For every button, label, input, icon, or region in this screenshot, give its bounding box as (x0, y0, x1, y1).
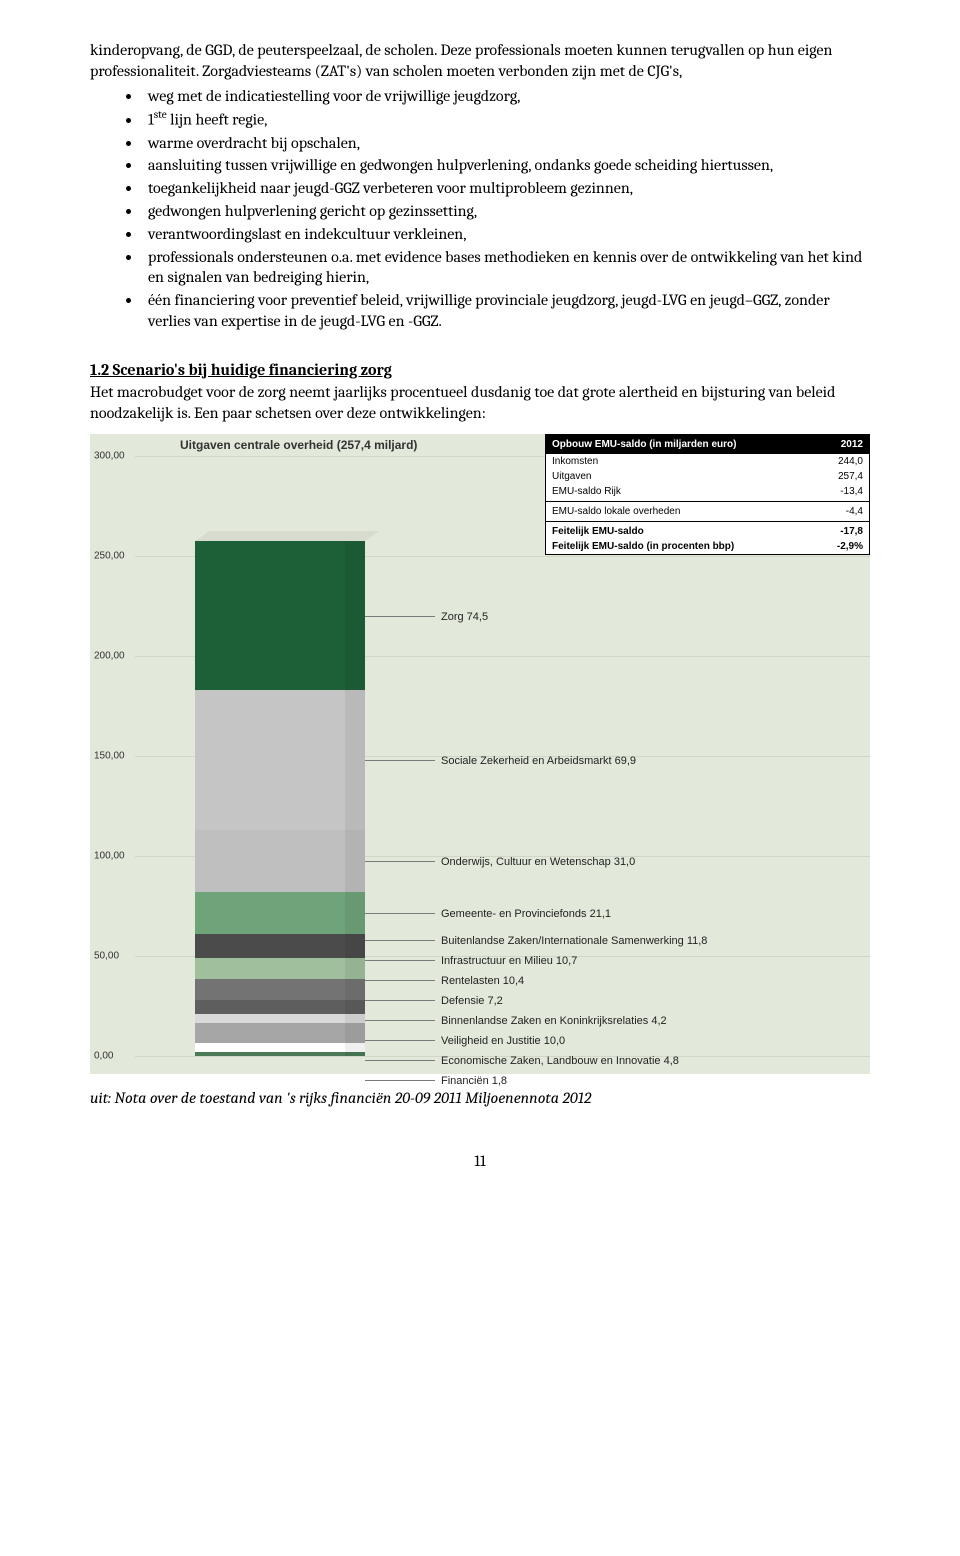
chart-title: Uitgaven centrale overheid (257,4 miljar… (180, 438, 417, 454)
bar-segment (195, 1000, 365, 1014)
bullet-item: één financiering voor preventief beleid,… (142, 290, 870, 332)
series-label: Economische Zaken, Landbouw en Innovatie… (441, 1054, 679, 1068)
emu-row: Feitelijk EMU-saldo-17,8 (546, 524, 869, 539)
emu-header-right: 2012 (841, 438, 863, 451)
y-tick-label: 250,00 (94, 550, 125, 563)
page-number: 11 (90, 1151, 870, 1172)
y-tick-label: 300,00 (94, 450, 125, 463)
emu-row: Uitgaven257,4 (546, 469, 869, 484)
emu-rows-2: EMU-saldo lokale overheden-4,4 (546, 504, 869, 519)
bar-segment (195, 958, 365, 979)
series-label: Rentelasten 10,4 (441, 974, 524, 988)
emu-header-left: Opbouw EMU-saldo (in miljarden euro) (552, 438, 736, 451)
figure: Uitgaven centrale overheid (257,4 miljar… (90, 434, 870, 1074)
bullet-item: weg met de indicatiestelling voor de vri… (142, 86, 870, 107)
bullet-item: verantwoordingslast en indekcultuur verk… (142, 224, 870, 245)
series-label: Zorg 74,5 (441, 610, 488, 624)
bullet-item: gedwongen hulpverlening gericht op gezin… (142, 201, 870, 222)
bar-segment (195, 1043, 365, 1053)
intro-paragraph: kinderopvang, de GGD, de peuterspeelzaal… (90, 40, 870, 82)
emu-row: Feitelijk EMU-saldo (in procenten bbp)-2… (546, 539, 869, 554)
bar-segment (195, 1052, 365, 1056)
y-tick-label: 50,00 (94, 950, 119, 963)
figure-caption: uit: Nota over de toestand van 's rijks … (90, 1088, 870, 1109)
y-tick-label: 100,00 (94, 850, 125, 863)
bar-segment (195, 934, 365, 958)
emu-rows-3: Feitelijk EMU-saldo-17,8Feitelijk EMU-sa… (546, 524, 869, 554)
bar-segment (195, 892, 365, 934)
emu-row: EMU-saldo lokale overheden-4,4 (546, 504, 869, 519)
section-heading: 1.2 Scenario's bij huidige financiering … (90, 360, 870, 381)
bar-segment (195, 1023, 365, 1043)
series-label: Defensie 7,2 (441, 994, 503, 1008)
series-label: Binnenlandse Zaken en Koninkrijksrelatie… (441, 1014, 667, 1028)
emu-row: EMU-saldo Rijk-13,4 (546, 484, 869, 499)
bullet-item: aansluiting tussen vrijwillige en gedwon… (142, 155, 870, 176)
stacked-bar (195, 541, 345, 1056)
bar-segment (195, 541, 365, 690)
series-label: Buitenlandse Zaken/Internationale Samenw… (441, 934, 707, 948)
bullet-item: toegankelijkheid naar jeugd-GGZ verbeter… (142, 178, 870, 199)
y-tick-label: 200,00 (94, 650, 125, 663)
series-label: Veiligheid en Justitie 10,0 (441, 1034, 565, 1048)
bar-segment (195, 830, 365, 892)
emu-rows-1: Inkomsten244,0Uitgaven257,4EMU-saldo Rij… (546, 454, 869, 499)
series-label: Financiën 1,8 (441, 1074, 507, 1088)
y-tick-label: 150,00 (94, 750, 125, 763)
bullet-item: warme overdracht bij opschalen, (142, 133, 870, 154)
bullet-item: 1ste lijn heeft regie, (142, 108, 870, 130)
y-tick-label: 0,00 (94, 1050, 113, 1063)
emu-saldo-table: Opbouw EMU-saldo (in miljarden euro) 201… (545, 434, 870, 555)
series-label: Sociale Zekerheid en Arbeidsmarkt 69,9 (441, 754, 636, 768)
bar-segment (195, 690, 365, 830)
series-label: Infrastructuur en Milieu 10,7 (441, 954, 577, 968)
bullet-item: professionals ondersteunen o.a. met evid… (142, 247, 870, 289)
bar-segment (195, 1014, 365, 1022)
section-paragraph: Het macrobudget voor de zorg neemt jaarl… (90, 382, 870, 424)
series-label: Onderwijs, Cultuur en Wetenschap 31,0 (441, 855, 635, 869)
bar-segment (195, 979, 365, 1000)
bullet-list: weg met de indicatiestelling voor de vri… (90, 86, 870, 332)
emu-row: Inkomsten244,0 (546, 454, 869, 469)
series-label: Gemeente- en Provinciefonds 21,1 (441, 907, 611, 921)
